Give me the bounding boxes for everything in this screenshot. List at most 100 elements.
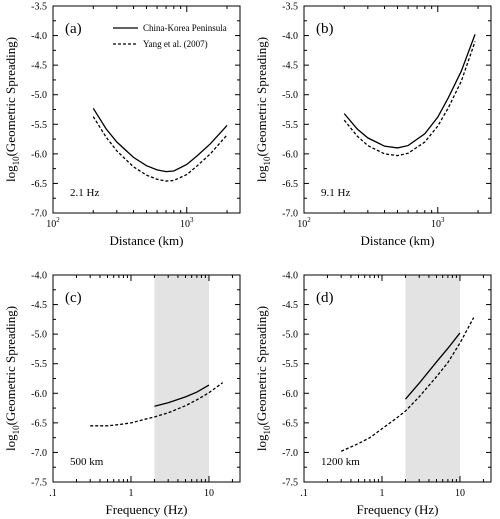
y-axis-label: log10(Geometric Spreading): [254, 37, 272, 182]
y-label-subscript: 10: [11, 425, 21, 435]
y-tick-label: -7.0: [31, 448, 47, 459]
y-tick-label: -7.5: [31, 478, 47, 489]
y-tick-label: -5.0: [31, 330, 47, 341]
panel-c: -4.0 -4.5 -5.0 -5.5 -6.0 -6.5 -7.0 -7.5.1 1 10 (c)…: [3, 271, 241, 517]
y-tick-label: -4.5: [31, 61, 47, 72]
x-tick-label: 10: [204, 488, 214, 499]
y-label-main: (Geometric Spreading): [3, 306, 18, 425]
panel-d: -4.0 -4.5 -5.0 -5.5 -6.0 -6.5 -7.0 -7.5.1 1 10 (d)…: [254, 271, 492, 517]
series-line-yang-et-al-2007: [340, 317, 475, 452]
y-tick-label: -6.5: [282, 418, 298, 429]
y-tick-label: -5.0: [282, 90, 298, 101]
y-tick-label: -3.5: [31, 2, 47, 13]
y-axis-label: log10(Geometric Spreading): [3, 306, 21, 451]
y-tick-label: -3.5: [282, 2, 298, 13]
x-tick-label: 103: [431, 216, 445, 230]
y-label-subscript: 10: [262, 156, 272, 166]
y-tick-label: -5.0: [282, 330, 298, 341]
y-tick-label: -4.0: [31, 271, 47, 282]
y-label-log: log: [254, 434, 269, 451]
y-label-main: (Geometric Spreading): [254, 306, 269, 425]
x-tick-base: 10: [431, 219, 441, 230]
x-tick-label: 1: [379, 488, 384, 499]
series-line-china-korea-peninsula: [154, 384, 210, 407]
x-axis-label: Frequency (Hz): [106, 502, 188, 517]
y-tick-label: -6.0: [31, 389, 47, 400]
series-line-china-korea-peninsula: [343, 34, 476, 149]
panel-label: (b): [316, 21, 334, 37]
y-tick-label: -4.0: [31, 31, 47, 42]
y-tick-label: -7.5: [282, 478, 298, 489]
x-tick-label: 10: [455, 488, 465, 499]
y-tick-label: -6.5: [31, 418, 47, 429]
y-tick-label: -5.5: [31, 120, 47, 131]
x-tick-label: 103: [180, 216, 194, 230]
x-axis-label: Frequency (Hz): [357, 502, 439, 517]
y-tick-label: -5.0: [31, 90, 47, 101]
series-line-china-korea-peninsula: [92, 107, 228, 173]
x-tick-exponent: 3: [441, 216, 445, 224]
panel-annotation: 9.1 Hz: [321, 187, 350, 199]
x-tick-label: 1: [128, 488, 133, 499]
legend: China-Korea Peninsula Yang et al. (2007): [113, 23, 227, 49]
y-tick-label: -4.0: [282, 271, 298, 282]
plot-frame: [52, 274, 241, 483]
series-line-yang-et-al-2007: [92, 116, 228, 182]
x-axis-label: Distance (km): [109, 233, 183, 248]
legend-entry-label: Yang et al. (2007): [143, 39, 208, 49]
series-line-yang-et-al-2007: [343, 41, 476, 157]
plot-frame: [303, 5, 492, 214]
panel-annotation: 500 km: [70, 456, 104, 468]
panel-label: (d): [316, 290, 334, 306]
panel-annotation: 2.1 Hz: [70, 187, 99, 199]
x-tick-exponent: 2: [307, 216, 311, 224]
shaded-frequency-band: [154, 275, 209, 482]
x-tick-label: 102: [297, 216, 311, 230]
y-tick-label: -4.0: [282, 31, 298, 42]
y-tick-label: -6.5: [31, 179, 47, 190]
x-tick-label: .1: [300, 488, 308, 499]
x-tick-base: 10: [297, 219, 307, 230]
x-axis-label: Distance (km): [360, 233, 434, 248]
x-tick-exponent: 3: [190, 216, 194, 224]
y-tick-label: -4.5: [282, 61, 298, 72]
y-label-log: log: [254, 165, 269, 182]
y-tick-label: -6.5: [282, 179, 298, 190]
y-axis-label: log10(Geometric Spreading): [3, 37, 21, 182]
shaded-frequency-band: [405, 275, 460, 482]
y-label-subscript: 10: [11, 156, 21, 166]
y-tick-label: -4.5: [282, 300, 298, 311]
x-tick-base: 10: [46, 219, 56, 230]
y-axis-label: log10(Geometric Spreading): [254, 306, 272, 451]
panel-annotation: 1200 km: [321, 456, 360, 468]
x-tick-exponent: 2: [56, 216, 60, 224]
y-label-main: (Geometric Spreading): [254, 37, 269, 156]
y-tick-label: -7.0: [31, 209, 47, 220]
x-tick-label: .1: [49, 488, 57, 499]
plot-frame: [52, 5, 241, 214]
y-label-subscript: 10: [262, 425, 272, 435]
panel-label: (a): [65, 21, 82, 37]
panel-label: (c): [65, 290, 82, 306]
y-tick-label: -5.5: [282, 359, 298, 370]
y-tick-label: -5.5: [282, 120, 298, 131]
y-tick-label: -5.5: [31, 359, 47, 370]
y-tick-label: -6.0: [31, 149, 47, 160]
x-tick-label: 102: [46, 216, 60, 230]
y-label-main: (Geometric Spreading): [3, 37, 18, 156]
legend-entry-label: China-Korea Peninsula: [143, 23, 227, 33]
y-label-log: log: [3, 434, 18, 451]
plot-frame: [303, 274, 492, 483]
y-tick-label: -4.5: [31, 300, 47, 311]
y-tick-label: -6.0: [282, 389, 298, 400]
y-label-log: log: [3, 165, 18, 182]
x-tick-base: 10: [180, 219, 190, 230]
series-line-china-korea-peninsula: [404, 332, 461, 400]
y-tick-label: -6.0: [282, 149, 298, 160]
y-tick-label: -7.0: [282, 209, 298, 220]
y-tick-label: -7.0: [282, 448, 298, 459]
series-line-yang-et-al-2007: [90, 382, 224, 427]
